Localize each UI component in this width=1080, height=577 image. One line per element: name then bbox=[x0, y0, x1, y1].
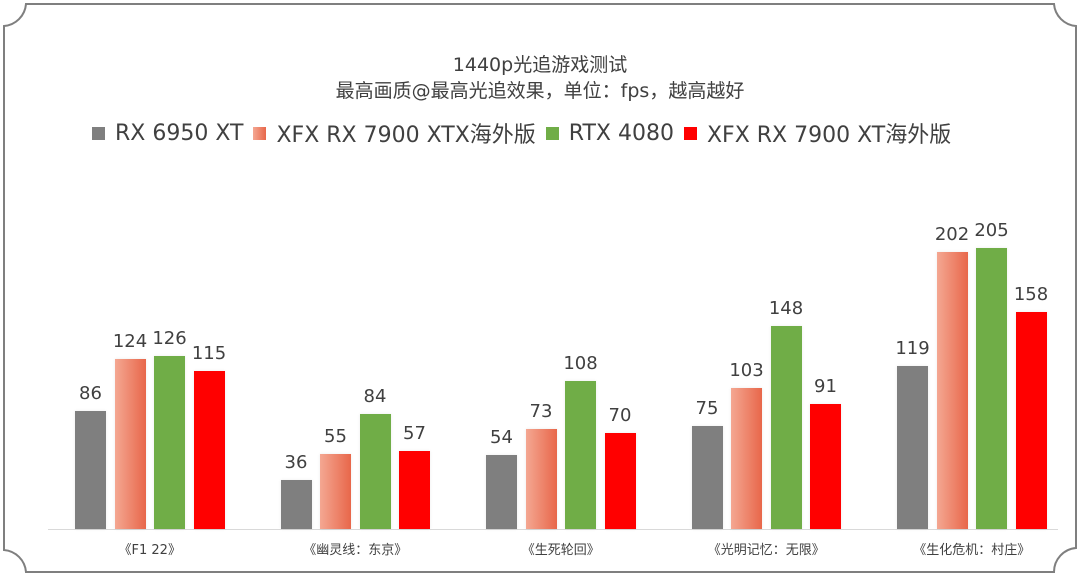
bar bbox=[320, 453, 351, 529]
chart-legend: RX 6950 XT XFX RX 7900 XTX海外版 RTX 4080 X… bbox=[92, 118, 961, 148]
bar bbox=[359, 413, 391, 529]
bar bbox=[280, 479, 312, 529]
data-label: 119 bbox=[895, 337, 930, 359]
bar bbox=[75, 411, 106, 529]
bar bbox=[731, 387, 762, 529]
data-label: 36 bbox=[284, 451, 308, 473]
category-label: 《F1 22》 bbox=[118, 543, 181, 558]
bar bbox=[897, 365, 928, 529]
bar bbox=[691, 426, 723, 529]
bar bbox=[399, 450, 430, 529]
legend-item-rx6950xt: RX 6950 XT bbox=[92, 121, 243, 146]
legend-swatch-icon bbox=[92, 126, 105, 140]
legend-label: XFX RX 7900 XTX海外版 bbox=[276, 123, 536, 148]
bar bbox=[525, 428, 557, 529]
bar bbox=[154, 356, 185, 529]
data-label: 202 bbox=[934, 224, 970, 246]
bar bbox=[770, 326, 802, 529]
data-label: 205 bbox=[974, 220, 1009, 241]
data-label: 124 bbox=[112, 331, 148, 353]
data-label: 55 bbox=[324, 425, 347, 447]
data-label: 73 bbox=[529, 400, 553, 422]
legend-swatch-icon bbox=[683, 126, 697, 140]
category-label: 《生死轮回》 bbox=[521, 543, 600, 558]
data-label: 70 bbox=[608, 405, 632, 427]
legend-item-xfx-7900xtx: XFX RX 7900 XTX海外版 bbox=[253, 117, 536, 149]
chart-title: 1440p光追游戏测试 bbox=[452, 54, 628, 76]
legend-item-rtx4080: RTX 4080 bbox=[545, 120, 674, 146]
bar bbox=[1015, 312, 1047, 529]
data-label: 86 bbox=[79, 383, 102, 405]
category-label: 《幽灵线：东京》 bbox=[303, 543, 408, 558]
legend-item-xfx-7900xt: XFX RX 7900 XT海外版 bbox=[683, 117, 952, 149]
data-label: 84 bbox=[363, 385, 387, 407]
bar bbox=[193, 371, 225, 529]
legend-swatch-icon bbox=[545, 126, 559, 140]
category-label: 《光明记忆：无限》 bbox=[707, 543, 825, 558]
legend-label: RTX 4080 bbox=[568, 120, 674, 146]
bar bbox=[565, 380, 596, 529]
data-label: 126 bbox=[152, 328, 187, 350]
data-label: 108 bbox=[563, 352, 598, 374]
bar bbox=[604, 433, 636, 529]
data-label: 57 bbox=[403, 422, 426, 444]
legend-label: RX 6950 XT bbox=[115, 120, 244, 146]
data-label: 75 bbox=[695, 398, 719, 420]
data-label: 158 bbox=[1013, 284, 1049, 306]
bar bbox=[114, 359, 146, 529]
data-label: 115 bbox=[191, 343, 227, 365]
x-axis-line bbox=[48, 529, 1058, 530]
data-label: 148 bbox=[768, 298, 804, 320]
data-label: 103 bbox=[729, 359, 764, 381]
chart-subtitle: 最高画质@最高光追效果，单位：fps，越高越好 bbox=[335, 80, 745, 102]
bar bbox=[810, 404, 841, 529]
legend-swatch-icon bbox=[253, 126, 267, 140]
bar bbox=[976, 248, 1007, 529]
data-label: 54 bbox=[490, 426, 513, 448]
data-label: 91 bbox=[814, 376, 837, 398]
legend-label: XFX RX 7900 XT海外版 bbox=[706, 123, 952, 148]
bar bbox=[486, 454, 517, 529]
category-label: 《生化危机：村庄》 bbox=[913, 543, 1031, 558]
bar bbox=[936, 252, 968, 529]
